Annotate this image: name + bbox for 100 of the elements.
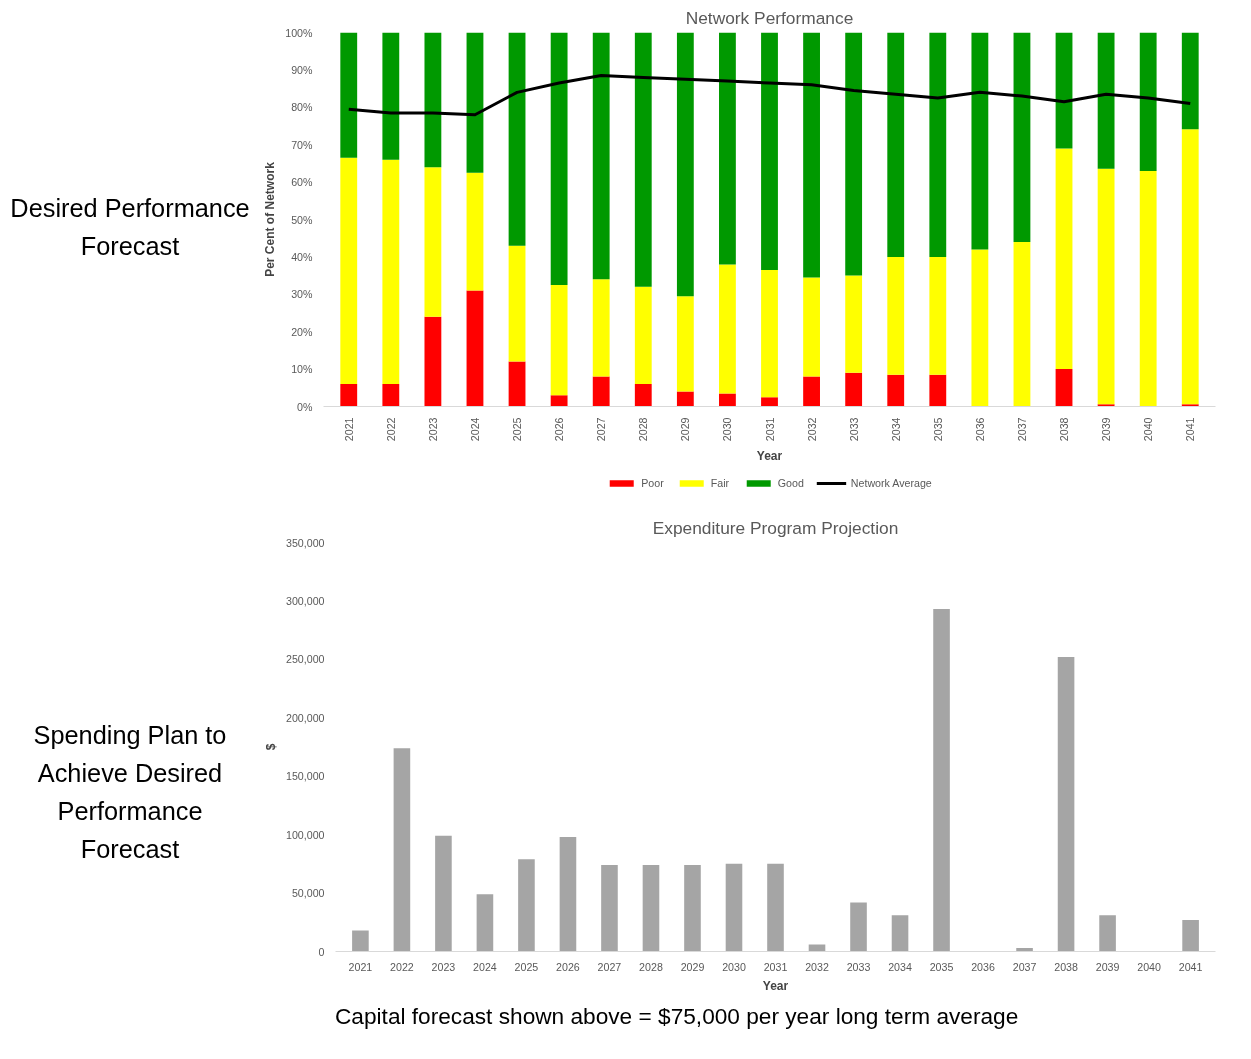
x-tick-label: 2022	[384, 417, 397, 442]
bar	[550, 284, 568, 396]
bar	[634, 32, 652, 287]
y-tick-label: 90%	[291, 63, 314, 76]
bar	[676, 296, 694, 392]
bar	[476, 894, 494, 952]
legend-label: Fair	[710, 477, 731, 489]
y-tick-label: 10%	[291, 363, 314, 376]
bar	[1097, 32, 1115, 169]
x-tick-label: 2041	[1184, 417, 1197, 442]
bar	[929, 256, 947, 375]
bar	[1097, 168, 1115, 405]
bar	[466, 290, 484, 407]
bar	[808, 944, 826, 952]
bar	[803, 32, 820, 278]
bar	[1099, 915, 1116, 952]
bar	[1139, 32, 1157, 171]
x-tick-label: 2029	[680, 960, 705, 973]
y-tick-label: 60%	[291, 176, 314, 189]
x-tick-label: 2025	[511, 417, 524, 442]
bar	[929, 374, 947, 407]
y-tick-label: 100,000	[285, 828, 325, 841]
bar	[382, 32, 400, 160]
line-series	[347, 74, 1192, 117]
bar	[803, 277, 820, 377]
x-tick-label: 2030	[722, 960, 746, 973]
x-tick-label: 2035	[931, 417, 944, 442]
x-tick-label: 2031	[763, 960, 788, 973]
x-tick-label: 2035	[929, 960, 954, 973]
bar	[1182, 919, 1199, 952]
bar	[340, 157, 358, 385]
x-tick-label: 2026	[553, 417, 566, 442]
bar	[891, 915, 909, 952]
legend-label: Network Average	[850, 477, 932, 489]
x-tick-label: 2032	[805, 960, 829, 973]
bar	[634, 384, 652, 407]
x-tick-label: 2037	[1012, 960, 1037, 973]
x-tick-label: 2033	[846, 960, 871, 973]
bar	[1055, 369, 1073, 407]
bar	[845, 372, 863, 407]
x-tick-label: 2023	[431, 960, 456, 973]
bar	[424, 167, 442, 317]
bar	[550, 395, 568, 407]
bar	[634, 286, 652, 385]
x-tick-label: 2024	[473, 960, 497, 973]
x-tick-label: 2037	[1015, 417, 1028, 442]
x-tick-label: 2029	[679, 417, 692, 442]
y-tick-label: 150,000	[285, 770, 325, 783]
bar	[676, 32, 694, 297]
bar	[1013, 241, 1031, 407]
y-tick-label: 0%	[297, 400, 314, 413]
y-tick-label: 30%	[291, 288, 314, 301]
bar	[352, 930, 369, 952]
x-tick-label: 2024	[468, 417, 481, 442]
legend-label: Good	[777, 477, 804, 489]
bar	[845, 32, 863, 276]
x-tick-label: 2040	[1142, 417, 1155, 442]
y-tick-label: 0	[318, 945, 325, 958]
bar	[1181, 32, 1199, 130]
x-tick-label: 2033	[847, 417, 860, 442]
bar	[845, 275, 863, 373]
y-tick-label: 70%	[291, 138, 314, 151]
bar	[435, 835, 452, 952]
bar	[550, 32, 568, 285]
chart-title: Expenditure Program Projection	[652, 517, 899, 538]
y-tick-label: 250,000	[285, 653, 325, 666]
bar	[719, 32, 736, 265]
text: Capital forecast shown above = $75,000 per year long term average	[335, 1002, 1019, 1031]
x-tick-label: 2034	[888, 960, 912, 973]
x-tick-label: 2021	[348, 960, 373, 973]
bar	[929, 32, 947, 257]
bar	[887, 256, 905, 375]
bar	[887, 32, 905, 257]
x-tick-label: 2034	[889, 417, 902, 442]
bar	[508, 32, 526, 246]
bar	[592, 32, 610, 280]
x-tick-label: 2041	[1178, 960, 1203, 973]
bar	[971, 249, 989, 407]
x-tick-label: 2031	[763, 417, 776, 442]
bar	[803, 376, 820, 407]
x-tick-label: 2028	[639, 960, 663, 973]
text: Desired Performance Forecast	[9, 193, 251, 262]
y-axis-title: Per Cent of Network	[263, 161, 278, 277]
bar	[887, 374, 905, 407]
y-tick-label: 300,000	[285, 594, 325, 607]
bar	[676, 391, 694, 407]
y-tick-label: 40%	[291, 250, 314, 263]
bar	[508, 361, 526, 407]
x-tick-label: 2039	[1095, 960, 1120, 973]
bar	[971, 32, 989, 250]
x-tick-label: 2030	[721, 417, 734, 442]
bar	[592, 279, 610, 377]
bar	[1057, 657, 1075, 952]
bar	[684, 865, 701, 952]
x-tick-label: 2026	[556, 960, 580, 973]
y-tick-label: 20%	[291, 325, 314, 338]
bar	[767, 863, 784, 952]
bar	[933, 609, 950, 952]
bar	[508, 245, 526, 362]
x-tick-label: 2039	[1100, 417, 1113, 442]
